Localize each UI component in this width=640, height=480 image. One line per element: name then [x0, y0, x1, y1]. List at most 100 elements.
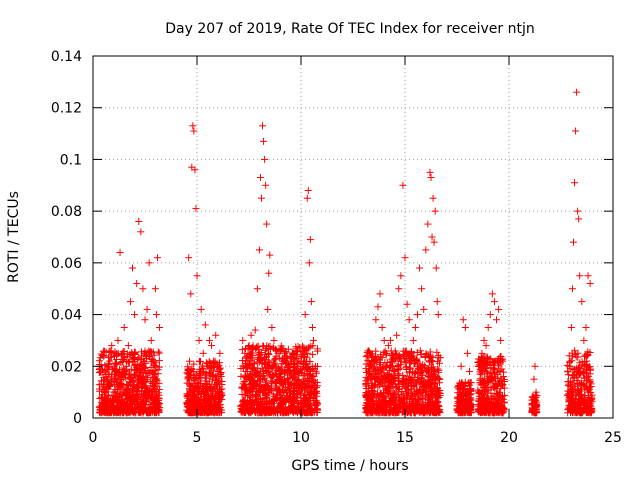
data-point [201, 321, 209, 329]
data-point [193, 272, 201, 280]
data-point [488, 290, 496, 298]
data-point [399, 181, 407, 189]
data-point [133, 390, 141, 398]
data-point [150, 373, 158, 381]
data-point [128, 404, 136, 412]
data-point [239, 336, 247, 344]
data-point [114, 401, 122, 409]
data-point [301, 311, 309, 319]
data-point [257, 194, 265, 202]
x-tick-label: 15 [396, 430, 414, 446]
data-point [108, 365, 116, 373]
data-point [95, 408, 103, 416]
y-tick-label: 0.06 [51, 256, 82, 272]
data-point [155, 396, 163, 404]
data-point [266, 251, 274, 259]
data-point [104, 361, 112, 369]
data-point [459, 316, 467, 324]
data-point [129, 264, 137, 272]
data-point [574, 207, 582, 215]
data-point [142, 398, 150, 406]
data-point [303, 194, 311, 202]
data-point [107, 347, 115, 355]
data-point [150, 351, 158, 359]
data-point [190, 367, 198, 375]
y-tick-label: 0.04 [51, 308, 82, 324]
data-point [431, 207, 439, 215]
x-tick-labels: 0 5 10 15 20 25 [89, 430, 622, 446]
y-tick-label: 0.14 [51, 49, 82, 65]
data-point [259, 122, 267, 130]
data-point [142, 351, 150, 359]
data-point [114, 336, 122, 344]
y-tick-label: 0.12 [51, 101, 82, 117]
data-point [465, 367, 473, 375]
data-point [264, 305, 272, 313]
data-point [145, 259, 153, 267]
data-point [195, 336, 203, 344]
data-point [156, 324, 164, 331]
data-point [155, 406, 163, 414]
data-point [153, 383, 161, 391]
data-point [139, 374, 147, 382]
data-point [530, 375, 538, 383]
data-point [147, 347, 155, 355]
y-tick-labels: 0 0.02 0.04 0.06 0.08 0.1 0.12 0.14 [51, 49, 82, 427]
data-point [101, 361, 109, 369]
data-point [129, 377, 137, 385]
grid-lines [93, 56, 613, 418]
data-point [142, 383, 150, 391]
data-point [155, 357, 163, 365]
data-point [117, 407, 125, 415]
data-point [185, 254, 193, 262]
data-point [96, 354, 104, 362]
data-point [586, 280, 594, 288]
data-point [96, 402, 104, 410]
y-tick-label: 0.08 [51, 204, 82, 220]
data-point [151, 285, 159, 293]
data-point [580, 336, 588, 344]
data-point [429, 194, 437, 202]
data-point [270, 336, 278, 344]
data-point [107, 353, 115, 361]
data-point [117, 382, 125, 390]
x-tick-label: 0 [89, 430, 98, 446]
data-point [457, 362, 465, 370]
data-point [190, 127, 198, 135]
data-point [395, 285, 403, 293]
data-point [307, 298, 315, 306]
data-point [397, 272, 405, 280]
data-point [143, 305, 151, 313]
y-tick-label: 0.02 [51, 359, 82, 375]
data-point [497, 336, 505, 344]
data-point [569, 238, 577, 246]
data-point [135, 376, 143, 384]
data-point [112, 408, 120, 416]
data-point [98, 394, 106, 402]
data-point [418, 285, 426, 293]
data-point [305, 259, 313, 267]
data-point [122, 390, 130, 398]
data-point [147, 336, 155, 344]
data-point [212, 331, 220, 339]
data-point [95, 357, 103, 365]
data-point [114, 396, 122, 404]
x-tick-label: 25 [604, 430, 622, 446]
data-point [427, 174, 435, 182]
data-point [393, 331, 401, 339]
data-point [144, 408, 152, 416]
data-point [434, 311, 442, 319]
data-point [486, 311, 494, 319]
data-point [155, 389, 163, 397]
data-point [116, 385, 124, 393]
data-point [251, 326, 259, 334]
data-point [461, 324, 469, 331]
data-point [130, 409, 138, 417]
data-point [197, 305, 205, 313]
data-point [150, 404, 158, 412]
data-point [572, 127, 580, 135]
x-tick-label: 10 [292, 430, 310, 446]
chart-title: Day 207 of 2019, Rate Of TEC Index for r… [165, 21, 535, 37]
data-point [575, 215, 583, 223]
